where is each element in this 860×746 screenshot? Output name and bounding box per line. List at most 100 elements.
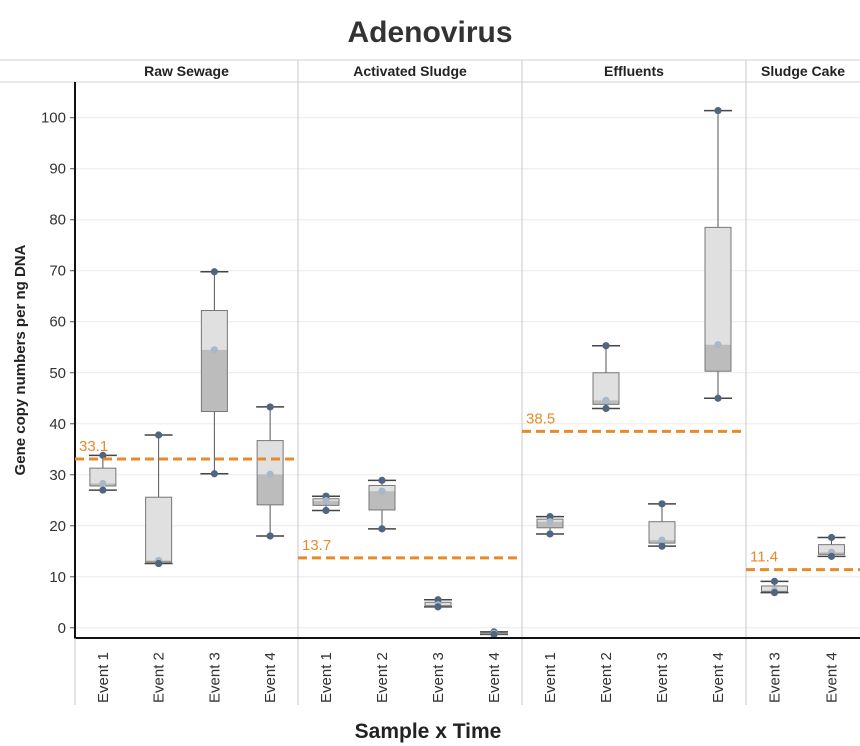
box-outline bbox=[592, 372, 620, 405]
box-plot bbox=[200, 268, 229, 478]
panel-label: Raw Sewage bbox=[144, 63, 229, 79]
data-point bbox=[210, 470, 218, 478]
box-plot bbox=[312, 492, 340, 515]
data-point bbox=[99, 451, 107, 459]
box-plot bbox=[704, 106, 732, 402]
data-point bbox=[658, 500, 666, 508]
reference-label: 11.4 bbox=[750, 549, 778, 566]
panel-headers: Raw Sewage Activated Sludge Effluents Sludg… bbox=[144, 63, 845, 79]
box-lower bbox=[201, 349, 228, 412]
x-tick-label: Event 3 bbox=[767, 652, 784, 703]
y-tick-label: 60 bbox=[49, 314, 66, 331]
x-tick-label: Event 3 bbox=[654, 652, 671, 703]
box-plots bbox=[88, 106, 846, 639]
x-tick-label: Event 3 bbox=[430, 652, 447, 703]
x-tick-label: Event 4 bbox=[824, 652, 841, 703]
chart-title: Adenovirus bbox=[347, 16, 512, 49]
y-tick-label: 30 bbox=[49, 467, 66, 484]
x-axis: Event 1 Event 2 Event 3 Event 4 Event 1 Event… bbox=[74, 637, 860, 705]
data-point bbox=[378, 525, 386, 533]
data-point bbox=[827, 552, 836, 560]
data-point bbox=[266, 470, 274, 478]
data-point bbox=[827, 533, 836, 542]
x-tick-label: Event 1 bbox=[542, 652, 559, 703]
data-point bbox=[546, 530, 554, 538]
data-point bbox=[266, 532, 274, 540]
x-tick-label: Event 2 bbox=[374, 652, 391, 703]
box-upper bbox=[257, 440, 284, 475]
data-point bbox=[658, 542, 666, 550]
y-axis-title: Gene copy numbers per ng DNA bbox=[12, 244, 29, 475]
box-outline bbox=[704, 226, 732, 372]
box-plot bbox=[480, 628, 508, 639]
data-point bbox=[490, 630, 498, 639]
y-tick-label: 90 bbox=[49, 161, 66, 178]
reference-label: 13.7 bbox=[302, 537, 331, 554]
data-point bbox=[546, 512, 554, 521]
box-upper bbox=[818, 544, 845, 553]
data-point bbox=[602, 396, 610, 404]
box-plot bbox=[817, 533, 846, 560]
data-point bbox=[714, 341, 722, 349]
data-point bbox=[322, 506, 330, 515]
data-point bbox=[602, 404, 610, 413]
y-tick-label: 40 bbox=[49, 416, 66, 433]
panel-dividers bbox=[0, 59, 860, 705]
box-lower bbox=[705, 344, 731, 372]
box-upper bbox=[705, 227, 731, 345]
box-upper bbox=[201, 310, 228, 350]
data-point bbox=[378, 487, 386, 495]
box-plot bbox=[256, 403, 285, 540]
box-plot bbox=[144, 431, 173, 568]
x-tick-label: Event 4 bbox=[486, 652, 503, 703]
y-tick-label: 70 bbox=[49, 263, 66, 280]
box-plot bbox=[368, 476, 396, 533]
box-upper bbox=[145, 497, 172, 561]
data-point bbox=[99, 486, 107, 494]
data-point bbox=[322, 497, 330, 505]
x-axis-title: Sample x Time bbox=[355, 720, 502, 743]
box-plot bbox=[760, 577, 789, 597]
box-outline bbox=[200, 310, 228, 413]
data-point bbox=[434, 603, 442, 611]
data-point bbox=[546, 518, 554, 526]
x-tick-label: Event 2 bbox=[151, 652, 168, 703]
box-outline bbox=[368, 484, 396, 511]
reference-label: 33.1 bbox=[79, 438, 108, 455]
box-plot bbox=[592, 342, 620, 413]
data-point bbox=[714, 106, 722, 115]
data-point bbox=[266, 403, 274, 411]
data-point bbox=[714, 394, 722, 402]
x-tick-label: Event 1 bbox=[318, 652, 335, 703]
box-upper bbox=[649, 521, 675, 541]
x-tick-label: Event 4 bbox=[262, 652, 279, 703]
data-point bbox=[434, 596, 442, 604]
data-point bbox=[210, 346, 218, 354]
box-upper bbox=[89, 468, 116, 484]
data-point bbox=[99, 479, 107, 488]
panel-label: Sludge Cake bbox=[761, 63, 845, 79]
data-point bbox=[210, 268, 218, 276]
box-lower bbox=[369, 491, 395, 510]
y-tick-label: 0 bbox=[58, 620, 66, 637]
box-outline bbox=[256, 440, 284, 506]
gridlines bbox=[75, 117, 860, 629]
box-plot bbox=[424, 596, 452, 611]
data-point bbox=[602, 342, 610, 350]
x-tick-label: Event 1 bbox=[95, 652, 112, 703]
data-point bbox=[770, 589, 779, 597]
box-plot bbox=[648, 500, 676, 550]
reference-label: 38.5 bbox=[526, 410, 555, 427]
box-lower bbox=[257, 474, 284, 505]
y-tick-label: 50 bbox=[49, 365, 66, 382]
panel-label: Activated Sludge bbox=[353, 63, 467, 79]
box-plot bbox=[536, 512, 564, 538]
y-tick-label: 100 bbox=[41, 110, 66, 127]
data-point bbox=[155, 559, 163, 568]
y-tick-label: 20 bbox=[49, 518, 66, 535]
data-point bbox=[155, 431, 163, 439]
x-tick-label: Event 3 bbox=[206, 652, 223, 703]
y-axis: 0 10 20 30 40 50 60 70 80 90 100 bbox=[41, 82, 76, 639]
box-upper bbox=[593, 372, 619, 401]
